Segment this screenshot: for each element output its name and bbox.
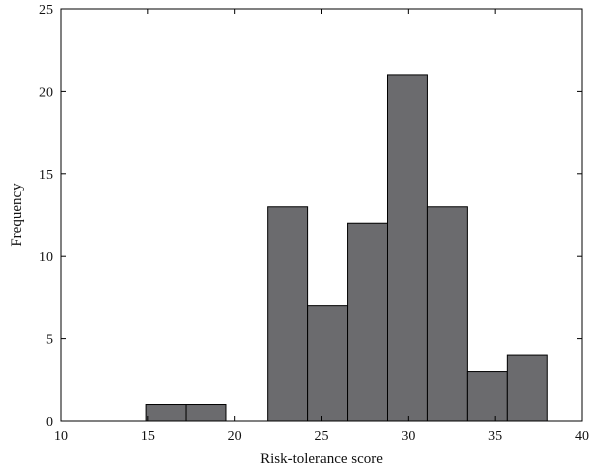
- x-tick-label: 40: [575, 429, 589, 444]
- histogram-bar-1: [185, 404, 227, 422]
- x-tick-label: 20: [228, 429, 242, 444]
- x-tick-label: 35: [488, 429, 502, 444]
- y-tick-label: 0: [46, 415, 53, 430]
- x-tick-label: 30: [401, 429, 415, 444]
- histogram-bar-4: [307, 305, 349, 422]
- y-tick-label: 25: [39, 3, 53, 18]
- x-tick-label: 15: [141, 429, 155, 444]
- y-tick-label: 20: [39, 85, 53, 100]
- histogram-bar-3: [267, 206, 309, 422]
- bars-group: [145, 74, 548, 422]
- histogram-bar-5: [347, 222, 388, 422]
- histogram-bar-9: [506, 354, 548, 422]
- y-axis-ticks: 0 5 10 15 20 25: [39, 3, 582, 430]
- histogram-bar-7: [426, 206, 468, 422]
- y-tick-label: 10: [39, 250, 53, 265]
- x-axis-label: Risk-tolerance score: [260, 451, 383, 467]
- histogram-bar-0: [145, 404, 187, 422]
- histogram-bar-8: [466, 371, 508, 422]
- histogram-bar-6: [386, 74, 428, 422]
- y-tick-label: 5: [46, 333, 53, 348]
- y-axis-label: Frequency: [9, 183, 25, 247]
- x-tick-label: 10: [54, 429, 68, 444]
- x-axis-ticks: 10 15 20 25 30 35 40: [54, 9, 589, 444]
- y-tick-label: 15: [39, 168, 53, 183]
- x-tick-label: 25: [315, 429, 329, 444]
